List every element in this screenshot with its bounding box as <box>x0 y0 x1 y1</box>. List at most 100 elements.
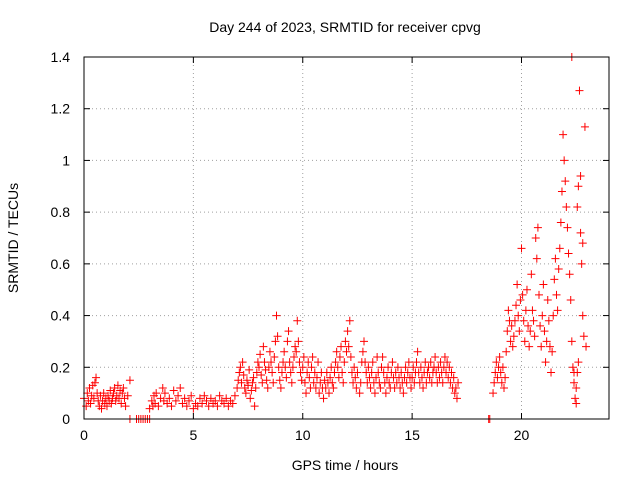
data-point <box>305 373 314 382</box>
data-point <box>276 383 285 392</box>
data-point <box>193 402 202 411</box>
data-point <box>238 358 247 367</box>
data-point <box>325 389 333 398</box>
data-point <box>119 383 128 392</box>
data-point <box>495 352 504 361</box>
data-point <box>321 383 330 392</box>
data-point <box>90 378 99 387</box>
data-point <box>303 368 312 377</box>
data-point <box>298 363 307 372</box>
data-point <box>570 368 578 377</box>
data-point <box>233 383 242 392</box>
y-tick-label: 1.4 <box>51 49 71 65</box>
data-point <box>370 389 379 398</box>
data-point <box>578 311 587 320</box>
data-point <box>364 363 373 372</box>
data-point <box>270 352 279 361</box>
data-point <box>372 373 381 382</box>
data-point <box>202 396 211 405</box>
data-point <box>288 363 297 372</box>
data-point <box>280 347 289 356</box>
data-point <box>452 394 461 403</box>
data-point <box>493 373 502 382</box>
data-point <box>497 378 506 387</box>
data-point <box>334 373 343 382</box>
data-point <box>299 352 308 361</box>
data-point <box>99 389 108 398</box>
data-point <box>446 378 455 387</box>
data-point <box>250 402 259 411</box>
data-point <box>502 347 511 356</box>
data-point <box>259 342 268 351</box>
data-point <box>262 376 271 385</box>
data-point <box>160 389 169 398</box>
data-point <box>242 376 251 385</box>
data-point <box>275 376 284 385</box>
data-point <box>245 365 254 374</box>
data-point <box>328 378 337 387</box>
data-point <box>258 378 267 387</box>
data-point <box>536 321 545 330</box>
data-point <box>337 342 346 351</box>
data-point <box>575 86 584 95</box>
data-point <box>417 373 426 382</box>
data-point <box>554 265 563 274</box>
gridlines <box>84 57 609 419</box>
data-point <box>163 399 172 408</box>
data-point <box>445 363 454 372</box>
data-point <box>545 342 554 351</box>
data-point <box>412 358 421 367</box>
data-point <box>169 386 178 395</box>
data-point <box>342 347 351 356</box>
data-point <box>267 358 276 367</box>
data-point <box>239 371 248 380</box>
data-point <box>345 316 354 325</box>
data-point <box>200 391 209 400</box>
data-point <box>550 275 559 284</box>
data-point <box>384 363 393 372</box>
data-point <box>496 368 505 377</box>
data-point <box>564 249 573 258</box>
data-point <box>113 381 122 390</box>
data-point <box>189 404 198 413</box>
data-point <box>526 327 535 336</box>
x-tick-label: 5 <box>189 427 197 443</box>
data-point <box>330 368 339 377</box>
data-point <box>492 358 501 367</box>
data-point <box>102 402 111 411</box>
data-point <box>182 402 191 411</box>
y-tick-label: 1.2 <box>51 101 71 117</box>
data-point <box>573 202 582 211</box>
data-point <box>333 363 342 372</box>
data-point <box>529 316 538 325</box>
data-point <box>535 290 543 299</box>
y-tick-label: 0 <box>62 411 70 427</box>
data-point <box>185 396 193 405</box>
y-tick-label: 0.4 <box>51 308 71 324</box>
data-point <box>490 378 499 387</box>
data-point <box>272 311 281 320</box>
data-point <box>443 358 452 367</box>
data-point <box>86 399 95 408</box>
x-tick-label: 20 <box>514 427 530 443</box>
y-tick-label: 0.8 <box>51 204 71 220</box>
data-point <box>574 182 583 191</box>
data-point <box>273 332 282 341</box>
data-point <box>176 383 185 392</box>
data-point <box>512 301 521 310</box>
data-point <box>174 391 183 400</box>
data-point <box>425 373 434 382</box>
data-point <box>92 373 101 382</box>
data-point <box>419 383 428 392</box>
data-point <box>515 327 524 336</box>
data-point <box>290 352 298 361</box>
data-point <box>360 337 368 346</box>
data-point <box>551 254 560 263</box>
data-point <box>509 332 518 341</box>
data-point <box>426 358 435 367</box>
data-point <box>154 402 163 411</box>
data-point <box>332 347 341 356</box>
data-point <box>438 378 447 387</box>
data-point <box>358 347 367 356</box>
